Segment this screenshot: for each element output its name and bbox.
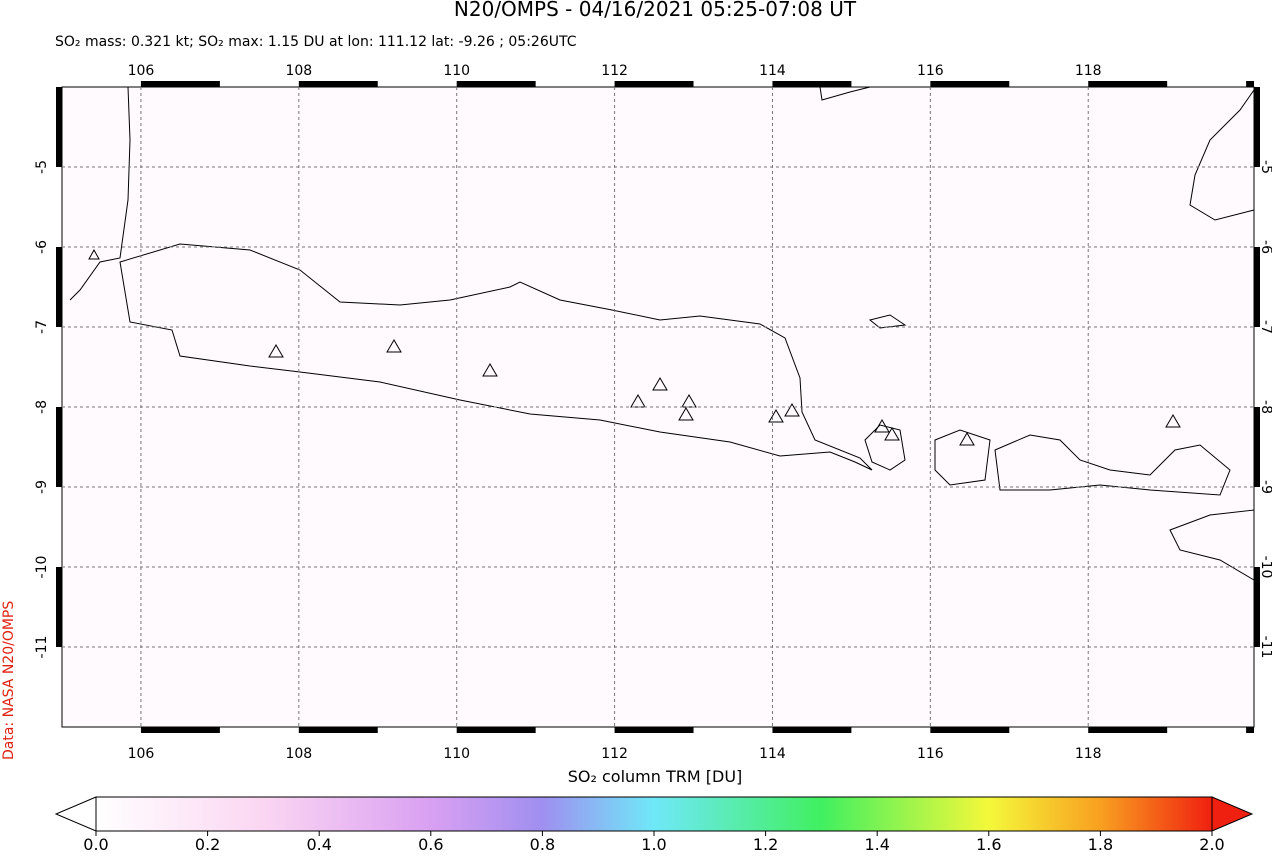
y-tick-label: -5 bbox=[1258, 160, 1272, 174]
frame-bar bbox=[456, 727, 536, 733]
x-tick-label: 116 bbox=[917, 63, 944, 79]
x-tick-label: 114 bbox=[759, 746, 786, 762]
x-tick-label: 112 bbox=[601, 746, 628, 762]
frame-bar bbox=[56, 87, 62, 167]
y-tick-label: -9 bbox=[1258, 480, 1272, 494]
frame-bar bbox=[140, 727, 220, 733]
frame-bar bbox=[1246, 727, 1254, 733]
y-tick-label: -7 bbox=[34, 320, 50, 334]
frame-bar bbox=[614, 81, 694, 87]
title: N20/OMPS - 04/16/2021 05:25-07:08 UT bbox=[454, 0, 857, 21]
y-tick-label: -11 bbox=[34, 636, 50, 659]
x-tick-label: 116 bbox=[917, 746, 944, 762]
frame-bar bbox=[298, 81, 378, 87]
x-tick-label: 108 bbox=[285, 746, 312, 762]
colorbar-tick-label: 0.6 bbox=[418, 835, 443, 853]
frame-bar bbox=[772, 727, 852, 733]
x-tick-label: 110 bbox=[443, 63, 470, 79]
colorbar-tick-label: 1.0 bbox=[641, 835, 666, 853]
x-tick-label: 112 bbox=[601, 63, 628, 79]
frame-bar bbox=[930, 727, 1010, 733]
x-tick-label: 118 bbox=[1075, 63, 1102, 79]
y-tick-label: -9 bbox=[34, 480, 50, 494]
colorbar-label: SO₂ column TRM [DU] bbox=[568, 767, 743, 786]
y-tick-label: -10 bbox=[1258, 556, 1272, 579]
frame-bar bbox=[1088, 81, 1168, 87]
x-tick-label: 106 bbox=[128, 63, 155, 79]
coastline bbox=[69, 86, 873, 471]
frame-bar bbox=[1088, 727, 1168, 733]
frame-bar bbox=[56, 407, 62, 487]
x-tick-label: 106 bbox=[128, 746, 155, 762]
frame-bar bbox=[298, 727, 378, 733]
colorbar-tick-label: 1.6 bbox=[976, 835, 1001, 853]
x-tick-label: 108 bbox=[285, 63, 312, 79]
y-tick-label: -5 bbox=[34, 160, 50, 174]
y-tick-label: -10 bbox=[34, 556, 50, 579]
frame-bar bbox=[456, 81, 536, 87]
colorbar-over bbox=[1211, 796, 1254, 832]
colorbar-tick-label: 0.0 bbox=[83, 835, 108, 853]
frame-bar bbox=[930, 81, 1010, 87]
frame-bar bbox=[56, 247, 62, 327]
colorbar bbox=[95, 796, 1213, 832]
frame-bar bbox=[1246, 81, 1254, 87]
colorbar-under bbox=[54, 796, 97, 832]
x-tick-label: 118 bbox=[1075, 746, 1102, 762]
frame-bar bbox=[1254, 87, 1260, 167]
y-tick-label: -7 bbox=[1258, 320, 1272, 334]
x-tick-label: 114 bbox=[759, 63, 786, 79]
frame-bar bbox=[1254, 407, 1260, 487]
frame-bar bbox=[56, 567, 62, 647]
colorbar-tick-label: 1.4 bbox=[864, 835, 889, 853]
colorbar-tick-label: 0.2 bbox=[195, 835, 220, 853]
y-tick-label: -11 bbox=[1258, 636, 1272, 659]
colorbar-tick-label: 1.2 bbox=[753, 835, 778, 853]
colorbar-tick-label: 1.8 bbox=[1088, 835, 1113, 853]
frame-bar bbox=[1254, 247, 1260, 327]
frame-bar bbox=[614, 727, 694, 733]
subtitle: SO₂ mass: 0.321 kt; SO₂ max: 1.15 DU at … bbox=[55, 34, 577, 50]
credit: Data: NASA N20/OMPS bbox=[1, 601, 17, 760]
y-tick-label: -8 bbox=[34, 400, 50, 414]
colorbar-tick-label: 0.8 bbox=[530, 835, 555, 853]
frame-bar bbox=[772, 81, 852, 87]
colorbar-tick-label: 2.0 bbox=[1199, 835, 1224, 853]
frame-bar bbox=[1254, 567, 1260, 647]
colorbar-tick-label: 0.4 bbox=[306, 835, 331, 853]
y-tick-label: -8 bbox=[1258, 400, 1272, 414]
y-tick-label: -6 bbox=[34, 240, 50, 254]
x-tick-label: 110 bbox=[443, 746, 470, 762]
frame-bar bbox=[140, 81, 220, 87]
y-tick-label: -6 bbox=[1258, 240, 1272, 254]
